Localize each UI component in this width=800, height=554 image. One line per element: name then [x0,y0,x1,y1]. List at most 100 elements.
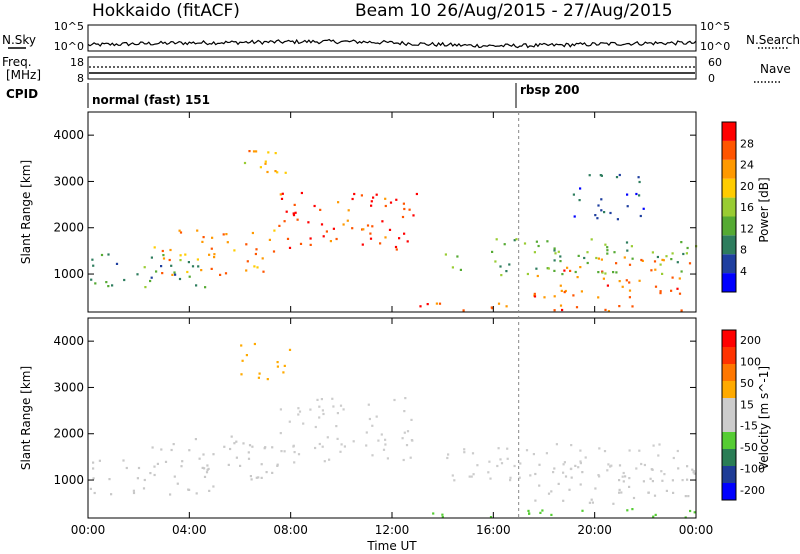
colorbar-segment [722,381,736,398]
data-cell [377,439,380,442]
nsearch-label: N.Search [746,33,800,47]
data-cell [229,447,232,451]
data-cell [203,475,207,478]
data-cell [233,442,236,445]
data-cell [491,307,494,310]
x-tick-label: 16:00 [476,523,511,537]
data-cell [643,463,646,467]
data-cell [559,304,563,307]
data-cell [462,309,465,312]
data-cell [580,290,583,293]
data-cell [534,472,537,476]
data-cell [677,467,680,470]
data-cell [547,492,551,495]
data-cell [235,440,238,443]
data-cell [329,240,332,243]
data-cell [689,509,692,513]
colorbar-tick-label: 20 [740,180,754,193]
data-cell [583,256,586,260]
data-cell [550,490,553,493]
colorbar-segment [722,140,736,160]
data-cell [286,237,290,240]
data-cell [186,270,189,274]
data-cell [213,253,216,256]
data-cell [578,199,581,202]
data-cell [136,477,139,480]
colorbar-segment [722,197,736,217]
data-cell [332,405,335,408]
data-cell [409,456,412,459]
data-cell [561,308,564,312]
data-cell [380,433,383,436]
nsearch-tick-low: 10^0 [700,40,730,53]
data-cell [638,194,641,197]
data-cell [388,228,392,231]
data-cell [686,246,689,250]
cpid-mode-1: normal (fast) 151 [92,93,210,107]
data-cell [384,443,387,446]
data-cell [379,242,382,245]
data-cell [606,246,609,249]
data-cell [406,430,410,433]
data-cell [309,243,312,246]
data-cell [509,479,512,482]
data-cell [337,201,340,204]
data-cell [212,453,215,456]
data-cell [233,249,236,252]
data-cell [256,266,259,269]
data-cell [321,445,324,448]
data-cell [321,409,324,412]
data-cell [336,412,339,415]
data-cell [272,250,276,253]
data-cell [381,220,384,223]
data-cell [292,214,296,217]
data-cell [488,460,491,463]
colorbar-frame [721,329,737,501]
colorbar-segment [722,122,736,141]
data-cell [369,232,372,235]
data-cell [678,277,681,280]
data-cell [553,295,556,298]
data-cell [621,285,624,288]
data-cell [93,491,96,495]
data-cell [168,258,171,262]
data-cell [564,289,567,293]
colorbar-segment [722,347,736,364]
data-cell [651,251,654,254]
data-cell [292,444,295,447]
data-cell [438,302,442,305]
data-cell [347,209,350,212]
data-cell [555,443,558,446]
data-cell [609,211,612,215]
data-cell [240,344,243,347]
data-cell [628,449,631,452]
data-cell [500,462,504,465]
data-cell [597,257,600,260]
data-cell [653,494,657,497]
data-cell [615,262,618,265]
data-cell [314,446,317,450]
data-cell [687,495,690,498]
data-cell [153,473,156,477]
nsky-trace [87,38,697,49]
data-cell [562,471,565,474]
data-cell [259,166,262,169]
nsearch-tick-high: 10^5 [700,20,730,33]
data-cell [552,471,555,474]
data-cell [574,270,577,274]
data-cell [362,228,365,231]
data-cell [618,280,621,283]
data-cell [179,259,182,262]
data-cell [640,258,643,262]
data-cell [607,463,610,466]
data-cell [505,270,508,273]
data-cell [661,272,664,275]
data-cell [389,201,393,204]
data-cell [497,447,500,450]
data-cell [173,475,176,478]
colorbar-segment [722,330,736,347]
data-cell [156,462,159,465]
data-cell [247,457,251,460]
data-cell [283,220,286,223]
data-cell [323,460,326,463]
